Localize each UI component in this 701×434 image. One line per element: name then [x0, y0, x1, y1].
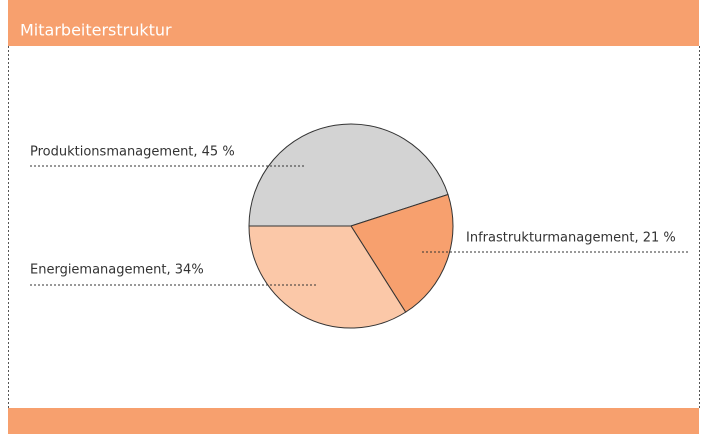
slice-label: Infrastrukturmanagement, 21 % [466, 231, 676, 246]
pie-slice [248, 123, 449, 227]
footer-bar [8, 408, 699, 434]
slice-label: Energiemanagement, 34% [30, 263, 204, 278]
header-bar [8, 0, 699, 46]
pie-slice [350, 193, 454, 313]
slice-label: Produktionsmanagement, 45 % [30, 145, 235, 160]
pie-slice [248, 225, 407, 329]
chart-title: Mitarbeiterstruktur [20, 21, 172, 40]
